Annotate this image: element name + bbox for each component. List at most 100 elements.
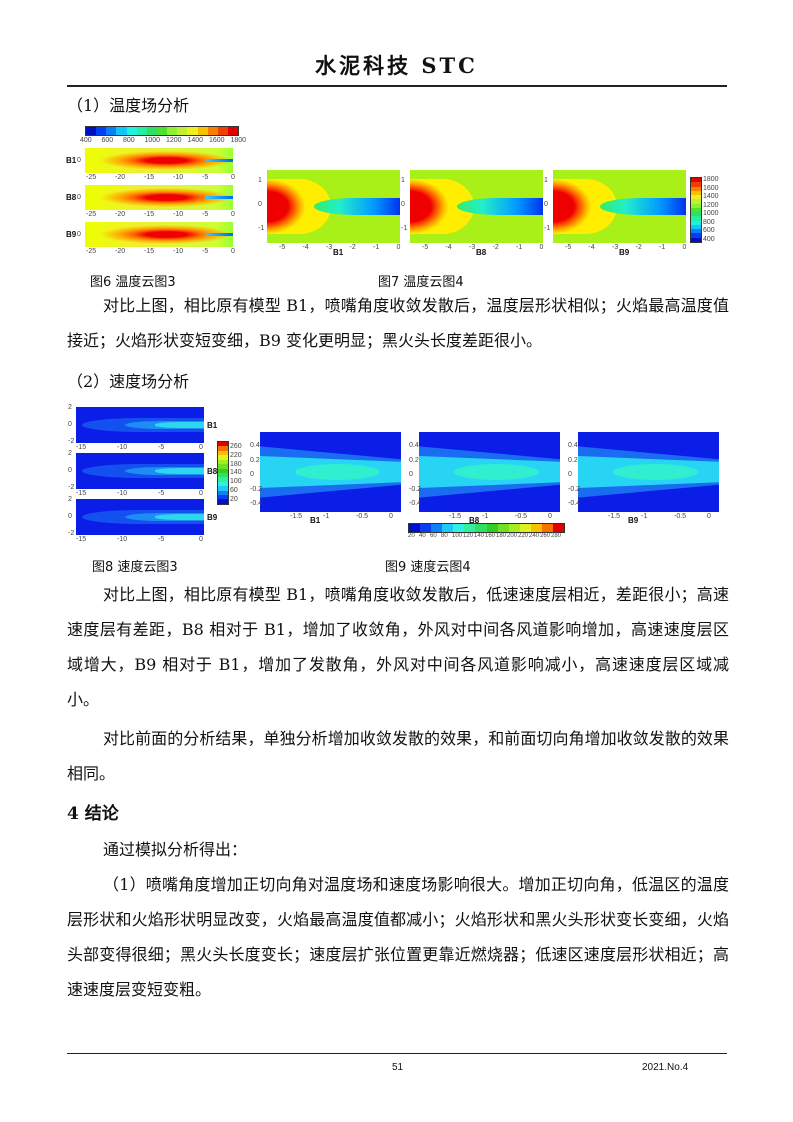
x-tick: -20 [115,211,126,218]
y-tick: -0.2 [409,485,422,493]
colorbar-label: 400 [80,137,92,144]
colorbar-swatch [218,464,228,469]
x-tick: 0 [396,244,401,251]
y-tick: 0 [68,421,72,428]
page-number: 51 [392,1062,404,1073]
x-tick: -15 [76,490,87,497]
plot-label: B8 [469,516,480,525]
x-tick: 0 [682,244,687,251]
colorbar-swatch [691,229,701,234]
temperature-plot [410,170,543,243]
x-tick: -2 [492,244,499,251]
footer-divider [67,1053,727,1054]
colorbar-swatch [218,446,228,451]
x-tick: -25 [86,248,97,255]
x-tick: -1.5 [290,513,303,520]
x-tick: -25 [86,174,97,181]
colorbar-swatch [187,127,198,135]
plot-label: B8 [66,193,77,202]
colorbar-swatch [218,495,228,500]
colorbar-swatch [197,127,208,135]
colorbar-label: 1000 [703,210,719,217]
colorbar-label: 600 [101,137,114,144]
colorbar-label: 1200 [166,137,182,144]
x-tick: -1 [516,244,523,251]
colorbar-label: 240 [529,533,540,539]
colorbar-swatch [146,127,157,135]
colorbar-label: 1400 [703,193,719,200]
y-tick: 0.2 [250,456,260,464]
plot-label: B1 [66,156,77,165]
y-tick: 0 [77,231,81,238]
x-tick: -1 [659,244,666,251]
x-tick: 0 [199,490,203,497]
section-temperature-title: （1）温度场分析 [67,96,190,115]
y-tick: -0.4 [568,500,581,507]
y-tick: 0 [258,201,262,208]
y-tick: 0.4 [409,442,419,449]
x-tick: -15 [144,174,155,181]
x-tick: -1.5 [608,513,621,520]
jet-region [613,464,698,480]
plot-label: B1 [207,421,218,430]
x-tick: -10 [117,536,128,543]
x-tick: 0 [389,513,393,520]
colorbar-label: 60 [230,487,238,494]
colorbar-swatch [218,455,228,460]
colorbar-label: 120 [463,533,474,539]
colorbar-swatch [207,127,218,135]
paragraph-velocity: 对比上图，相比原有模型 B1，喷嘴角度收敛发散后，低速速度层相近，差距很小；高速… [67,585,729,709]
figure-7-caption: 图7 温度云图4 [378,275,464,290]
velocity-plot [260,432,401,512]
x-tick: 0 [231,248,235,255]
x-tick: -15 [76,444,87,451]
colorbar-swatch [136,127,147,135]
y-tick: 0 [77,194,81,201]
x-tick: 0 [231,174,235,181]
colorbar-label: 600 [703,227,715,234]
colorbar-label: 80 [441,533,448,539]
x-tick: -3 [469,244,476,251]
journal-header: 水泥科技 STC [315,53,478,78]
y-tick: 0 [68,513,72,520]
y-tick: 0 [250,471,254,478]
x-tick: -5 [202,211,209,218]
x-tick: -5 [202,248,209,255]
colorbar-swatch [691,207,701,213]
jet-region [155,514,204,520]
plot-label: B1 [333,248,344,257]
figure-8: 2 0 -2 -15 -10 -5 0 B1 2 0 -2 -15 -10 -5 0 B8 2 0 -2 -15 -10… [60,403,250,548]
colorbar-swatch [553,524,565,532]
colorbar-swatch [227,127,239,135]
colorbar-label: 100 [230,478,242,486]
x-tick: -20 [115,248,126,255]
colorbar-swatch [442,524,454,532]
y-tick: 0.2 [568,456,578,464]
colorbar-swatch [691,203,701,208]
temperature-plot [85,185,233,210]
y-tick: 0 [568,471,572,478]
y-tick: 2 [68,496,72,503]
figure-8-caption: 图8 速度云图3 [92,560,178,575]
paragraph-temperature: 对比上图，相比原有模型 B1，喷嘴角度收敛发散后，温度层形状相似；火焰最高温度值… [67,296,729,350]
colorbar-label: 800 [703,218,715,226]
x-tick: -10 [173,174,184,181]
velocity-plot [76,499,204,535]
velocity-colorbar [217,441,229,505]
colorbar-swatch [126,127,137,135]
colorbar-swatch [218,472,228,478]
colorbar-swatch [409,524,421,532]
colorbar-swatch [453,524,465,532]
y-tick: -1 [258,225,265,232]
y-tick: -1 [401,225,408,232]
colorbar-swatch [218,499,228,504]
colorbar-swatch [691,233,701,238]
plot-label: B9 [66,230,77,239]
figure-9-caption: 图9 速度云图4 [385,560,471,575]
paragraph-conclusion-1: （1）喷嘴角度增加正切向角对温度场和速度场影响很大。增加正切向角，低温区的温度层… [67,875,729,999]
colorbar-label: 260 [230,443,242,450]
x-tick: -4 [302,244,309,251]
x-tick: -4 [588,244,595,251]
y-tick: -0.2 [250,485,263,493]
x-tick: -10 [117,444,128,451]
